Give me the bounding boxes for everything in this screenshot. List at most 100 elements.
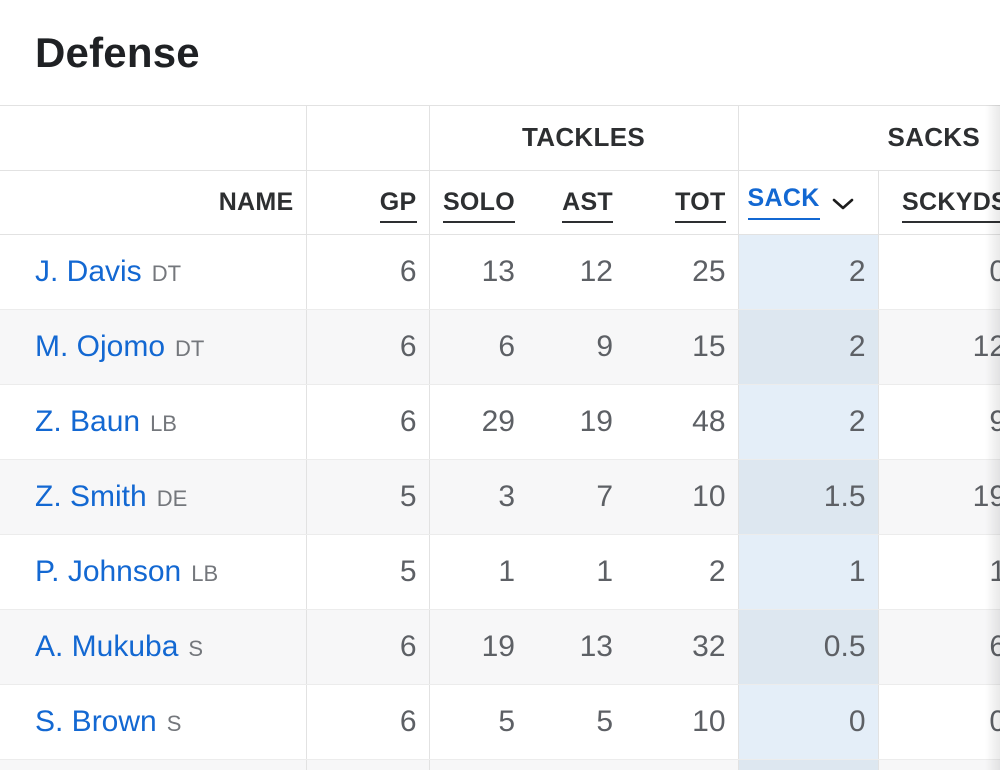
player-position: LB [191,560,219,586]
stat-cell-sack: 0 [738,684,879,760]
column-header-ast-label[interactable]: AST [562,187,613,223]
player-position: DE [156,485,188,511]
column-header-tot-label[interactable]: TOT [675,187,726,223]
column-header-gp[interactable]: GP [306,170,430,235]
stat-cell-tot: 25 [625,234,739,310]
player-position: DT [175,335,205,361]
truncated-cell [306,759,430,770]
stat-cell-tot: 48 [625,384,739,460]
column-header-tot[interactable]: TOT [625,170,739,235]
stat-cell-solo: 29 [429,384,527,460]
column-header-solo-label[interactable]: SOLO [442,187,515,223]
stat-cell-sckyds: 19 [878,459,1000,535]
stat-cell-ast: 9 [527,309,625,385]
stat-cell-solo: 3 [429,459,527,535]
stat-cell-gp: 6 [306,384,430,460]
column-header-name-label: NAME [218,187,294,216]
stat-cell-solo: 19 [429,609,527,685]
group-header-sacks: SACKS [738,106,1000,171]
column-header-solo[interactable]: SOLO [429,170,527,235]
stat-cell-gp: 6 [306,309,430,385]
player-name-cell: A. Mukuba S [0,609,307,685]
player-link[interactable]: S. Brown [35,704,157,738]
stats-table-container: TACKLES SACKS NAME GP SOLO AST [0,105,1000,770]
group-spacer-gp [306,106,430,171]
player-name-cell: Z. Smith DE [0,459,307,535]
stat-cell-sack: 1 [738,534,879,610]
truncated-cell [625,759,739,770]
truncated-cell [738,759,879,770]
player-link[interactable]: P. Johnson [35,554,182,588]
column-group-header-row: TACKLES SACKS [0,106,1000,171]
column-header-sckyds[interactable]: SCKYDS [878,170,1000,235]
player-link[interactable]: Z. Smith [35,479,147,513]
column-header-sack-label[interactable]: SACK [747,184,820,220]
stat-cell-ast: 7 [527,459,625,535]
stat-cell-gp: 6 [306,684,430,760]
stat-cell-ast: 19 [527,384,625,460]
stat-cell-ast: 13 [527,609,625,685]
stat-cell-sack: 2 [738,309,879,385]
stat-cell-ast: 12 [527,234,625,310]
stat-cell-sack: 2 [738,384,879,460]
stat-cell-gp: 6 [306,609,430,685]
stat-cell-sckyds: 0 [878,234,1000,310]
stat-cell-tot: 32 [625,609,739,685]
player-position: S [188,635,204,661]
column-header-name: NAME [0,170,307,235]
page-title: Defense [35,28,200,76]
column-header-ast[interactable]: AST [527,170,625,235]
stat-cell-sckyds: 1 [878,534,1000,610]
stat-cell-sckyds: 12 [878,309,1000,385]
chevron-down-icon [832,198,853,209]
player-position: S [166,710,182,736]
stat-cell-sckyds: 9 [878,384,1000,460]
player-name-cell: Z. Baun LB [0,384,307,460]
stat-cell-sack: 0.5 [738,609,879,685]
player-name-cell: P. Johnson LB [0,534,307,610]
column-header-gp-label[interactable]: GP [379,187,417,223]
stat-cell-sack: 1.5 [738,459,879,535]
stat-cell-solo: 1 [429,534,527,610]
player-link[interactable]: J. Davis [35,254,142,288]
player-name-cell: M. Ojomo DT [0,309,307,385]
truncated-cell [527,759,625,770]
player-row: M. OjomoDT66915212 [0,309,1000,385]
stats-rows: J. DavisDT613122520M. OjomoDT66915212Z. … [0,234,1000,770]
stat-cell-gp: 6 [306,234,430,310]
player-row: J. Davis DT 613122520 [0,234,1000,310]
column-header-sack[interactable]: SACK [738,170,879,235]
stat-cell-tot: 10 [625,459,739,535]
truncated-cell [429,759,527,770]
player-link[interactable]: A. Mukuba [35,629,179,663]
player-row: Z. BaunLB629194829 [0,384,1000,460]
player-row: S. BrownS6551000 [0,684,1000,760]
player-position: DT [151,260,182,286]
truncated-cell [0,759,307,770]
player-position: LB [150,410,177,436]
player-row-truncated [0,759,1000,770]
stat-cell-ast: 5 [527,684,625,760]
stat-cell-sckyds: 6 [878,609,1000,685]
stat-cell-ast: 1 [527,534,625,610]
stat-cell-solo: 6 [429,309,527,385]
stat-cell-gp: 5 [306,459,430,535]
group-spacer-name [0,106,307,171]
player-name-cell: J. Davis DT [0,234,307,310]
stat-cell-tot: 2 [625,534,739,610]
stat-cell-sack: 2 [738,234,879,310]
stat-cell-sckyds: 0 [878,684,1000,760]
stat-cell-solo: 5 [429,684,527,760]
player-link[interactable]: Z. Baun [35,404,141,438]
truncated-cell [878,759,1000,770]
column-header-sckyds-label[interactable]: SCKYDS [902,187,1000,223]
player-link[interactable]: M. Ojomo [35,329,166,363]
defense-stats-table: TACKLES SACKS NAME GP SOLO AST [0,106,1000,770]
stat-cell-gp: 5 [306,534,430,610]
column-header-row: NAME GP SOLO AST TOT [0,170,1000,235]
stat-cell-tot: 10 [625,684,739,760]
stat-cell-tot: 15 [625,309,739,385]
player-row: P. JohnsonLB511211 [0,534,1000,610]
